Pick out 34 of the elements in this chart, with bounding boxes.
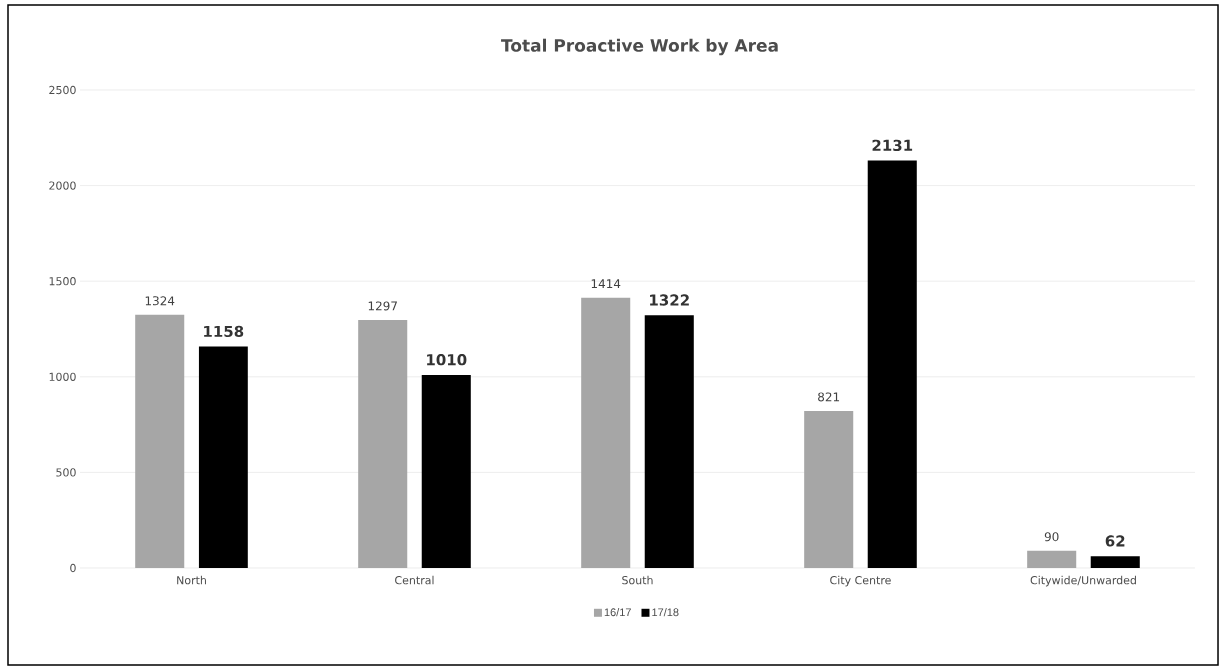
data-label: 1297 xyxy=(368,301,397,311)
x-tick-label: Citywide/Unwarded xyxy=(1030,575,1136,587)
x-tick-label: South xyxy=(622,575,653,585)
bar xyxy=(867,160,917,568)
y-tick-label: 500 xyxy=(56,468,76,477)
y-tick-label: 1000 xyxy=(49,372,76,381)
bar xyxy=(358,320,408,568)
data-label: 821 xyxy=(818,392,840,402)
bar xyxy=(198,346,248,568)
y-tick-label: 0 xyxy=(70,563,76,573)
data-label: 90 xyxy=(1044,532,1059,542)
data-label: 1158 xyxy=(204,325,244,338)
bar xyxy=(581,297,631,568)
data-label: 1414 xyxy=(591,279,621,289)
bar xyxy=(644,315,694,568)
data-label: 2131 xyxy=(872,139,913,152)
legend-label: 16/17 xyxy=(604,608,631,617)
x-tick-label: City Centre xyxy=(830,575,891,587)
bar xyxy=(804,411,854,568)
y-tick-label: 2000 xyxy=(49,181,76,190)
chart-title: Total Proactive Work by Area xyxy=(501,38,778,56)
bar xyxy=(135,314,185,568)
y-tick-label: 1500 xyxy=(49,277,76,286)
x-tick-label: Central xyxy=(395,575,434,585)
y-tick-label: 2500 xyxy=(49,85,76,95)
bar xyxy=(421,374,471,568)
x-tick-label: North xyxy=(177,575,206,585)
data-label: 1010 xyxy=(427,354,467,366)
data-label: 1324 xyxy=(145,296,175,306)
legend-label: 17/18 xyxy=(652,608,679,617)
data-label: 62 xyxy=(1105,535,1125,547)
data-label: 1322 xyxy=(650,294,689,306)
bar xyxy=(1090,556,1140,568)
bar xyxy=(1027,550,1077,568)
